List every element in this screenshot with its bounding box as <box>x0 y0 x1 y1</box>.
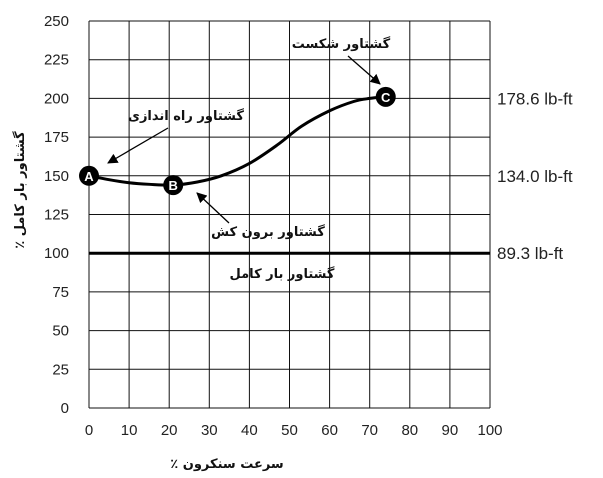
x-tick-label: 30 <box>201 422 218 439</box>
x-tick-label: 70 <box>361 422 378 439</box>
x-tick-label: 40 <box>241 422 258 439</box>
point-marker-a <box>79 165 99 186</box>
right-torque-label: 134.0 lb-ft <box>497 167 573 186</box>
x-tick-label: 100 <box>477 422 502 439</box>
breakdown-torque-annotation: گشتاور شکست <box>292 36 391 52</box>
point-marker-c <box>375 86 396 107</box>
right-torque-label: 89.3 lb-ft <box>497 244 563 263</box>
pullout-torque-arrow <box>196 192 230 224</box>
point-marker-b <box>163 175 184 196</box>
x-tick-label: 50 <box>281 422 298 439</box>
breakdown-torque-arrow <box>347 55 381 85</box>
y-tick-label: 50 <box>52 323 69 340</box>
y-tick-label: 200 <box>44 90 69 107</box>
x-tick-label: 0 <box>85 422 93 439</box>
point-label-b: B <box>169 178 178 193</box>
x-axis-title: ٪ سرعت سنکرون <box>170 457 283 472</box>
x-tick-label: 80 <box>401 422 418 439</box>
pullout-torque-annotation: گشتاور برون کش <box>211 224 325 240</box>
y-tick-label: 150 <box>44 168 69 185</box>
x-tick-label: 90 <box>442 422 459 439</box>
right-torque-label: 178.6 lb-ft <box>497 89 573 108</box>
x-tick-label: 60 <box>321 422 338 439</box>
y-tick-label: 125 <box>44 207 69 224</box>
torque-speed-curve <box>88 95 386 187</box>
y-tick-label: 225 <box>44 52 69 69</box>
starting-torque-arrow <box>107 127 169 164</box>
point-label-a: A <box>84 169 94 184</box>
y-tick-label: 75 <box>52 284 69 301</box>
y-tick-label: 250 <box>44 13 69 30</box>
y-tick-label: 100 <box>44 245 69 262</box>
point-label-c: C <box>381 90 391 105</box>
y-tick-label: 0 <box>61 400 69 417</box>
full-load-torque-annotation: گشتاور بار کامل <box>230 266 335 282</box>
y-tick-label: 25 <box>52 361 69 378</box>
y-tick-label: 175 <box>44 129 69 146</box>
x-tick-label: 10 <box>121 422 138 439</box>
y-axis-title: ٪ گشتاور بار کامل <box>12 131 28 249</box>
x-tick-label: 20 <box>161 422 178 439</box>
starting-torque-annotation: گشتاور راه اندازی <box>128 108 244 124</box>
